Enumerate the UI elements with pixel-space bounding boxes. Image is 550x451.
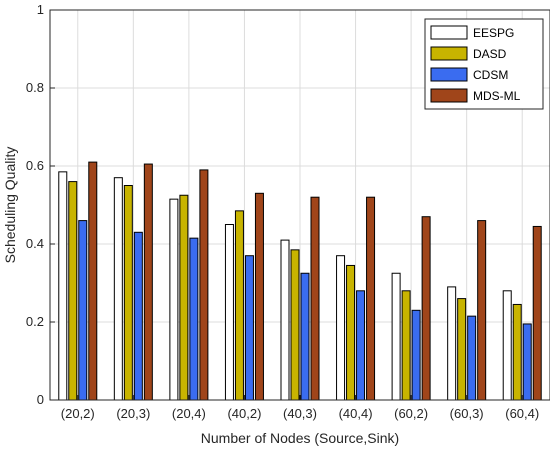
bar-cdsm-0 [78, 220, 88, 401]
bar-mds-ml-8 [532, 225, 542, 401]
x-tick-label: (20,2) [61, 406, 95, 421]
bar-cdsm-7 [467, 315, 477, 401]
bar-cdsm-8 [522, 323, 532, 401]
legend-label: DASD [473, 47, 507, 61]
legend-label: EESPG [473, 26, 514, 40]
bar-dasd-4 [290, 249, 300, 401]
x-axis-label: Number of Nodes (Source,Sink) [201, 430, 399, 446]
bar-dasd-2 [179, 194, 189, 401]
bar-mds-ml-7 [477, 220, 487, 401]
bar-cdsm-1 [133, 231, 143, 401]
bar-eespg-1 [113, 177, 123, 401]
bar-mds-ml-4 [310, 196, 320, 401]
bar-dasd-6 [401, 290, 411, 401]
bar-mds-ml-3 [254, 192, 264, 401]
bar-mds-ml-6 [421, 216, 431, 401]
bar-dasd-8 [512, 303, 522, 401]
bar-eespg-5 [336, 255, 346, 401]
x-tick-label: (60,2) [394, 406, 428, 421]
grid-lines [50, 9, 550, 401]
legend-label: MDS-ML [473, 89, 521, 103]
bar-dasd-3 [234, 210, 244, 401]
bar-dasd-0 [68, 181, 78, 401]
legend-swatch [430, 88, 468, 103]
legend-label: CDSM [473, 68, 508, 82]
y-tick-label: 0.4 [26, 236, 44, 251]
bar-cdsm-6 [411, 309, 421, 401]
y-tick-label: 0.6 [26, 158, 44, 173]
y-tick-label: 1 [37, 2, 44, 17]
bar-eespg-6 [391, 272, 401, 401]
bar-cdsm-5 [356, 290, 366, 401]
bar-mds-ml-1 [143, 163, 153, 401]
x-tick-label: (60,3) [450, 406, 484, 421]
y-tick-label: 0 [37, 392, 44, 407]
x-tick-label: (20,3) [116, 406, 150, 421]
x-tick-label: (60,4) [505, 406, 539, 421]
bar-dasd-5 [346, 264, 356, 401]
legend-swatch [430, 25, 468, 40]
legend-swatch [430, 67, 468, 82]
bar-cdsm-3 [244, 255, 254, 401]
bar-mds-ml-0 [88, 161, 98, 401]
x-tick-label: (40,4) [339, 406, 373, 421]
y-axis-ticks: 0 0.2 0.4 0.6 0.8 1 [26, 2, 55, 407]
bar-mds-ml-5 [366, 196, 376, 401]
y-axis-label: Scheduling Quality [2, 147, 18, 264]
x-tick-label: (40,2) [227, 406, 261, 421]
y-tick-label: 0.2 [26, 314, 44, 329]
bar-eespg-8 [502, 290, 512, 401]
x-axis-ticks: (20,2) (20,3) (20,4) (40,2) (40,3) (40,4) (60,… [61, 395, 539, 421]
bar-cdsm-2 [189, 237, 199, 401]
bar-dasd-1 [123, 185, 133, 401]
bar-dasd-7 [457, 298, 467, 401]
bar-cdsm-4 [300, 272, 310, 401]
legend-swatch [430, 46, 468, 61]
bar-eespg-4 [280, 239, 290, 401]
bar-mds-ml-2 [199, 169, 209, 401]
y-tick-label: 0.8 [26, 80, 44, 95]
bar-eespg-7 [447, 286, 457, 401]
bar-eespg-2 [169, 198, 179, 401]
x-tick-label: (40,3) [283, 406, 317, 421]
bar-eespg-0 [58, 171, 68, 401]
legend: EESPG DASD CDSM MDS-ML [424, 18, 544, 110]
x-tick-label: (20,4) [172, 406, 206, 421]
bar-eespg-3 [224, 224, 234, 401]
